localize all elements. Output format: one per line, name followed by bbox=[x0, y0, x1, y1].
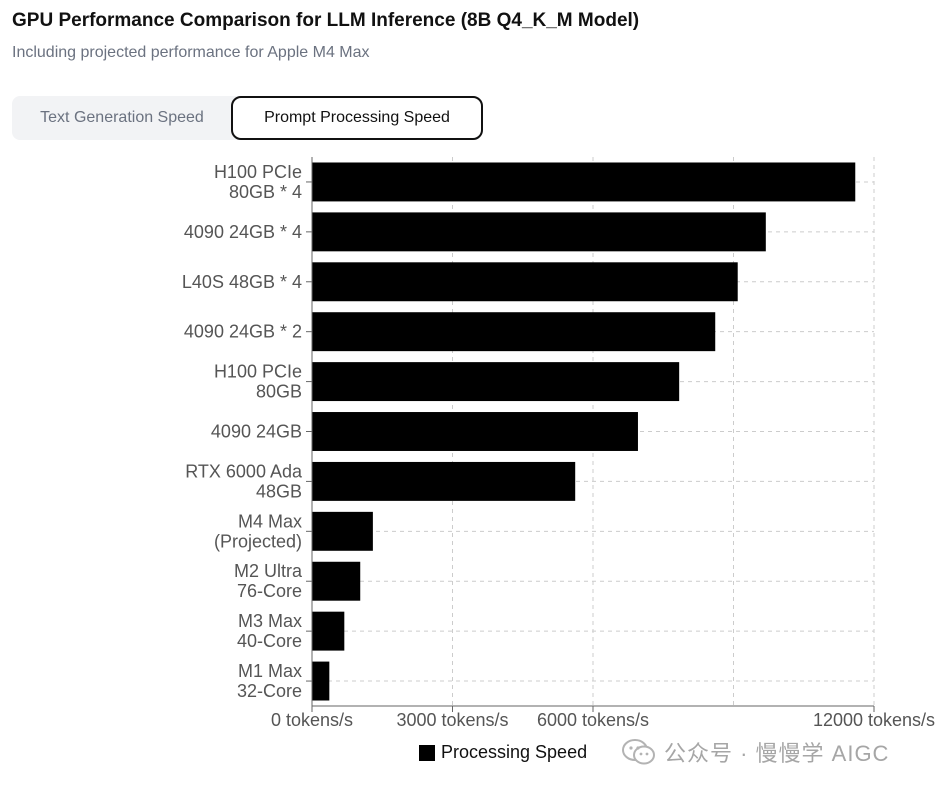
y-tick-label: 4090 24GB * 4 bbox=[184, 222, 302, 242]
y-tick-label: 4090 24GB bbox=[211, 422, 302, 442]
tab-text-generation-speed[interactable]: Text Generation Speed bbox=[40, 109, 204, 126]
bar bbox=[312, 611, 345, 651]
bar bbox=[312, 461, 576, 501]
legend-swatch bbox=[419, 744, 435, 761]
bar bbox=[312, 312, 716, 352]
y-tick-label: M4 Max (Projected) bbox=[214, 511, 302, 551]
wechat-icon bbox=[622, 739, 655, 765]
bar bbox=[312, 212, 766, 252]
x-tick-label: 0 tokens/s bbox=[271, 710, 353, 730]
tab-prompt-processing-speed[interactable]: Prompt Processing Speed bbox=[231, 96, 483, 140]
bar bbox=[312, 661, 330, 701]
y-tick-label: 4090 24GB * 2 bbox=[184, 322, 302, 342]
watermark: 公众号 · 慢慢学 AIGC bbox=[622, 736, 889, 768]
y-tick-label: H100 PCIe 80GB bbox=[214, 362, 302, 402]
y-tick-label: RTX 6000 Ada 48GB bbox=[185, 461, 303, 501]
y-tick-label: H100 PCIe 80GB * 4 bbox=[214, 162, 302, 202]
chart-legend[interactable]: Processing Speed bbox=[419, 742, 587, 763]
y-tick-label: M1 Max 32-Core bbox=[237, 661, 302, 701]
legend-label: Processing Speed bbox=[441, 742, 588, 762]
chart-tabs: Text Generation Speed Prompt Processing … bbox=[12, 96, 483, 140]
y-tick-label: M3 Max 40-Core bbox=[237, 611, 302, 651]
page-title: GPU Performance Comparison for LLM Infer… bbox=[12, 10, 640, 31]
watermark-text: 公众号 · 慢慢学 AIGC bbox=[664, 741, 890, 766]
y-tick-label: L40S 48GB * 4 bbox=[182, 272, 302, 292]
bar bbox=[312, 511, 373, 551]
bar bbox=[312, 362, 680, 402]
bar bbox=[312, 561, 361, 601]
x-tick-label: 12000 tokens/s bbox=[813, 710, 935, 730]
y-tick-label: M2 Ultra 76-Core bbox=[234, 561, 303, 601]
bar bbox=[312, 162, 856, 202]
bar bbox=[312, 412, 638, 451]
x-tick-label: 6000 tokens/s bbox=[537, 710, 649, 730]
bar bbox=[312, 262, 738, 302]
x-tick-label: 3000 tokens/s bbox=[396, 710, 508, 730]
page-subtitle: Including projected performance for Appl… bbox=[12, 44, 370, 61]
